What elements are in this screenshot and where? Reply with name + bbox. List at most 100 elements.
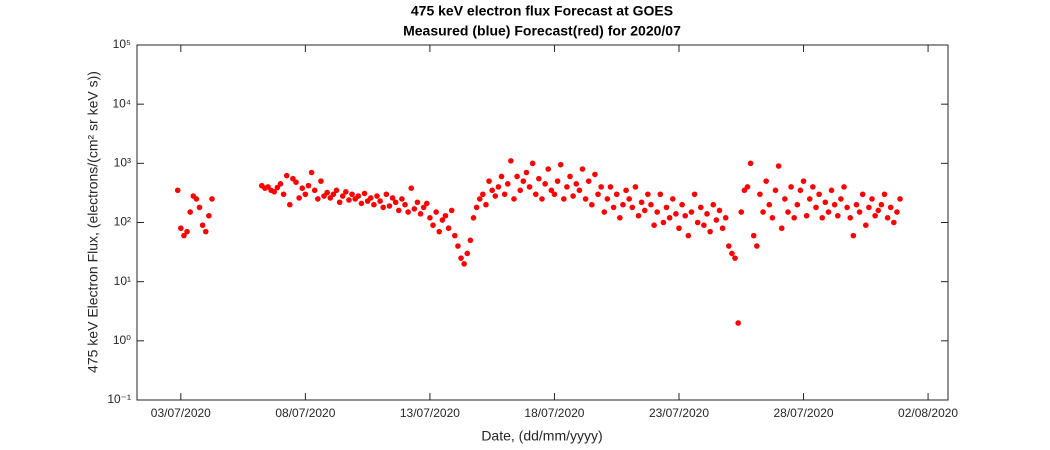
data-point — [377, 198, 383, 204]
data-point — [202, 228, 209, 235]
data-point — [305, 182, 312, 189]
data-point — [427, 215, 433, 221]
data-point — [532, 191, 539, 198]
data-point — [651, 222, 657, 229]
data-point — [663, 204, 670, 211]
data-point — [414, 199, 421, 206]
data-point — [691, 191, 698, 198]
data-point — [296, 195, 302, 201]
data-point — [716, 207, 723, 214]
data-point — [517, 187, 524, 194]
data-point — [473, 204, 480, 211]
data-point — [729, 250, 735, 257]
data-point — [800, 178, 807, 184]
x-tick-label: 18/07/2020 — [524, 406, 584, 420]
data-point — [595, 191, 601, 198]
data-point — [797, 187, 804, 194]
data-point — [585, 178, 592, 184]
data-point — [455, 243, 461, 249]
data-point — [760, 209, 766, 215]
x-axis-label: Date, (dd/mm/yyyy) — [481, 428, 602, 444]
data-point — [299, 185, 306, 191]
data-point — [676, 225, 682, 232]
y-tick-label: 10⁴ — [112, 96, 131, 110]
x-tick-label: 13/07/2020 — [400, 406, 460, 420]
data-point — [355, 193, 362, 199]
data-point — [402, 201, 408, 208]
data-point — [308, 169, 315, 176]
data-point — [788, 184, 794, 190]
data-point — [311, 187, 318, 194]
data-point — [726, 243, 732, 249]
data-point — [408, 185, 415, 191]
data-point — [878, 201, 885, 208]
data-point — [685, 232, 692, 239]
data-point — [467, 237, 474, 244]
data-point — [436, 228, 443, 235]
data-point — [828, 187, 835, 194]
data-point — [713, 217, 720, 223]
x-tick-label: 03/07/2020 — [151, 406, 211, 420]
data-point — [666, 215, 673, 221]
data-point — [772, 187, 779, 194]
data-point — [458, 255, 464, 261]
data-point — [766, 201, 773, 208]
data-point — [367, 195, 374, 201]
data-point — [330, 191, 337, 198]
data-point — [778, 225, 785, 232]
data-point — [333, 187, 340, 194]
data-point — [405, 209, 411, 215]
data-point — [483, 201, 489, 208]
data-point — [464, 250, 471, 257]
data-point — [856, 209, 863, 215]
data-point — [209, 196, 215, 202]
data-point — [688, 209, 695, 215]
data-point — [757, 191, 763, 198]
data-point — [374, 193, 380, 199]
data-point — [280, 191, 287, 198]
data-point — [489, 187, 495, 194]
data-point — [448, 207, 455, 214]
data-point — [508, 158, 514, 164]
data-point — [339, 193, 346, 199]
data-point — [480, 191, 486, 198]
data-point — [551, 191, 558, 198]
data-point — [349, 191, 355, 198]
data-point — [498, 173, 505, 180]
data-point — [623, 187, 629, 194]
data-point — [838, 196, 844, 202]
data-point — [554, 178, 561, 184]
data-point — [645, 191, 651, 198]
data-point — [834, 212, 841, 219]
data-point — [775, 163, 782, 169]
data-point — [529, 160, 536, 167]
data-point — [881, 191, 888, 198]
y-tick-label: 10¹ — [114, 274, 131, 288]
data-point — [831, 201, 838, 208]
data-point — [174, 187, 181, 194]
y-tick-label: 10⁰ — [113, 333, 131, 347]
x-tick-label: 23/07/2020 — [649, 406, 709, 420]
data-point — [470, 215, 477, 221]
data-point — [735, 320, 741, 326]
data-point — [694, 219, 701, 226]
data-point — [719, 225, 726, 232]
data-point — [514, 173, 520, 180]
data-point — [841, 184, 847, 190]
data-point — [859, 191, 866, 198]
data-point — [417, 211, 424, 217]
data-point — [613, 191, 620, 198]
data-point — [750, 232, 757, 239]
data-point — [744, 184, 751, 190]
data-point — [601, 209, 608, 215]
y-tick-label: 10⁻¹ — [107, 392, 131, 406]
data-point — [592, 171, 598, 178]
data-point — [813, 204, 819, 211]
data-point — [863, 222, 869, 229]
data-point — [501, 191, 508, 198]
data-point — [358, 200, 365, 207]
data-point — [520, 178, 527, 184]
data-point — [389, 195, 396, 201]
data-point — [476, 196, 483, 202]
